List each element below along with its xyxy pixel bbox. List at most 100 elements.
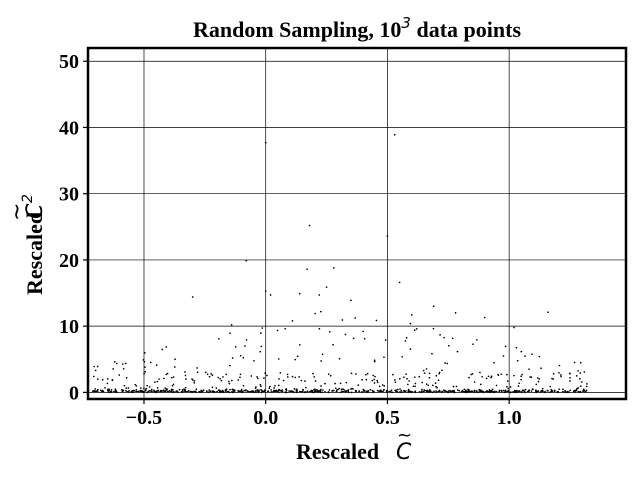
data-point bbox=[577, 387, 580, 389]
data-point bbox=[208, 389, 211, 391]
data-point bbox=[121, 363, 124, 365]
data-point bbox=[431, 384, 434, 387]
data-point bbox=[422, 369, 425, 372]
data-point bbox=[362, 330, 364, 333]
data-point bbox=[295, 388, 298, 391]
data-point bbox=[378, 385, 381, 388]
data-point bbox=[438, 371, 441, 374]
data-point bbox=[157, 389, 159, 392]
x-tick-label: 1.0 bbox=[497, 407, 522, 429]
data-point bbox=[451, 390, 454, 392]
data-point bbox=[93, 365, 96, 368]
data-point bbox=[324, 391, 326, 393]
data-point bbox=[409, 348, 412, 350]
y-axis-label-symbol: C bbox=[23, 203, 48, 219]
data-point bbox=[259, 350, 262, 353]
data-point bbox=[479, 383, 482, 386]
data-point bbox=[122, 367, 125, 370]
data-point bbox=[311, 391, 314, 394]
data-point bbox=[475, 390, 478, 392]
data-point bbox=[455, 385, 458, 388]
data-point bbox=[240, 388, 243, 391]
data-point bbox=[264, 290, 267, 292]
y-tick-label: 0 bbox=[69, 382, 79, 404]
data-point bbox=[170, 390, 173, 392]
data-point bbox=[277, 358, 280, 360]
data-point bbox=[245, 389, 247, 391]
data-point bbox=[481, 390, 484, 393]
data-point bbox=[159, 389, 162, 392]
data-point bbox=[215, 387, 218, 389]
y-tick-label: 20 bbox=[59, 250, 79, 272]
data-point bbox=[245, 338, 248, 341]
data-point bbox=[350, 391, 353, 394]
data-point bbox=[339, 382, 342, 385]
data-point bbox=[342, 388, 345, 391]
data-point bbox=[522, 389, 525, 392]
data-point bbox=[428, 390, 431, 392]
data-point bbox=[524, 388, 527, 391]
data-point bbox=[230, 379, 233, 382]
data-point bbox=[243, 389, 246, 392]
data-point bbox=[579, 390, 582, 393]
data-point bbox=[274, 384, 276, 387]
data-point bbox=[173, 391, 176, 393]
data-point bbox=[153, 391, 156, 393]
data-point bbox=[547, 390, 549, 392]
data-point bbox=[544, 391, 547, 393]
data-point bbox=[410, 390, 412, 393]
data-point bbox=[228, 391, 231, 394]
data-point bbox=[425, 383, 428, 385]
data-point bbox=[168, 390, 171, 392]
data-point bbox=[158, 378, 160, 380]
data-point bbox=[321, 391, 324, 394]
data-point bbox=[471, 390, 474, 393]
data-point bbox=[492, 391, 495, 393]
data-point bbox=[551, 390, 554, 392]
x-tick-label: −0.5 bbox=[126, 407, 162, 429]
data-point bbox=[366, 391, 368, 393]
data-point bbox=[234, 345, 237, 348]
data-point bbox=[284, 327, 287, 330]
data-point bbox=[327, 373, 330, 375]
data-point bbox=[435, 374, 438, 377]
data-point bbox=[255, 386, 257, 388]
data-point bbox=[363, 337, 366, 340]
data-point bbox=[164, 387, 167, 389]
data-point bbox=[410, 314, 413, 316]
data-point bbox=[320, 360, 322, 362]
data-point bbox=[314, 312, 316, 315]
data-point bbox=[398, 281, 401, 284]
data-point bbox=[127, 391, 129, 393]
data-point bbox=[211, 386, 214, 389]
data-point bbox=[500, 373, 503, 376]
data-point bbox=[383, 385, 386, 387]
data-point bbox=[300, 390, 302, 393]
data-point bbox=[583, 371, 586, 373]
data-point bbox=[405, 336, 408, 339]
data-point bbox=[373, 360, 376, 363]
data-point bbox=[465, 391, 467, 394]
data-point bbox=[365, 373, 367, 376]
data-point bbox=[486, 391, 488, 393]
data-point bbox=[386, 391, 388, 393]
data-point bbox=[260, 345, 263, 348]
data-point bbox=[376, 381, 379, 384]
data-point bbox=[481, 375, 483, 378]
data-point bbox=[333, 267, 335, 269]
data-point bbox=[296, 355, 299, 358]
data-point bbox=[134, 383, 137, 386]
data-point bbox=[115, 362, 118, 365]
data-point bbox=[170, 388, 173, 391]
data-point bbox=[466, 390, 469, 393]
data-point bbox=[543, 391, 546, 393]
data-point bbox=[427, 384, 430, 387]
data-point bbox=[463, 388, 466, 391]
data-point bbox=[196, 371, 199, 374]
data-point bbox=[488, 389, 491, 391]
data-point bbox=[96, 388, 99, 391]
data-point bbox=[495, 384, 498, 387]
data-point bbox=[177, 391, 179, 394]
data-point bbox=[237, 379, 240, 381]
data-point bbox=[572, 390, 575, 392]
